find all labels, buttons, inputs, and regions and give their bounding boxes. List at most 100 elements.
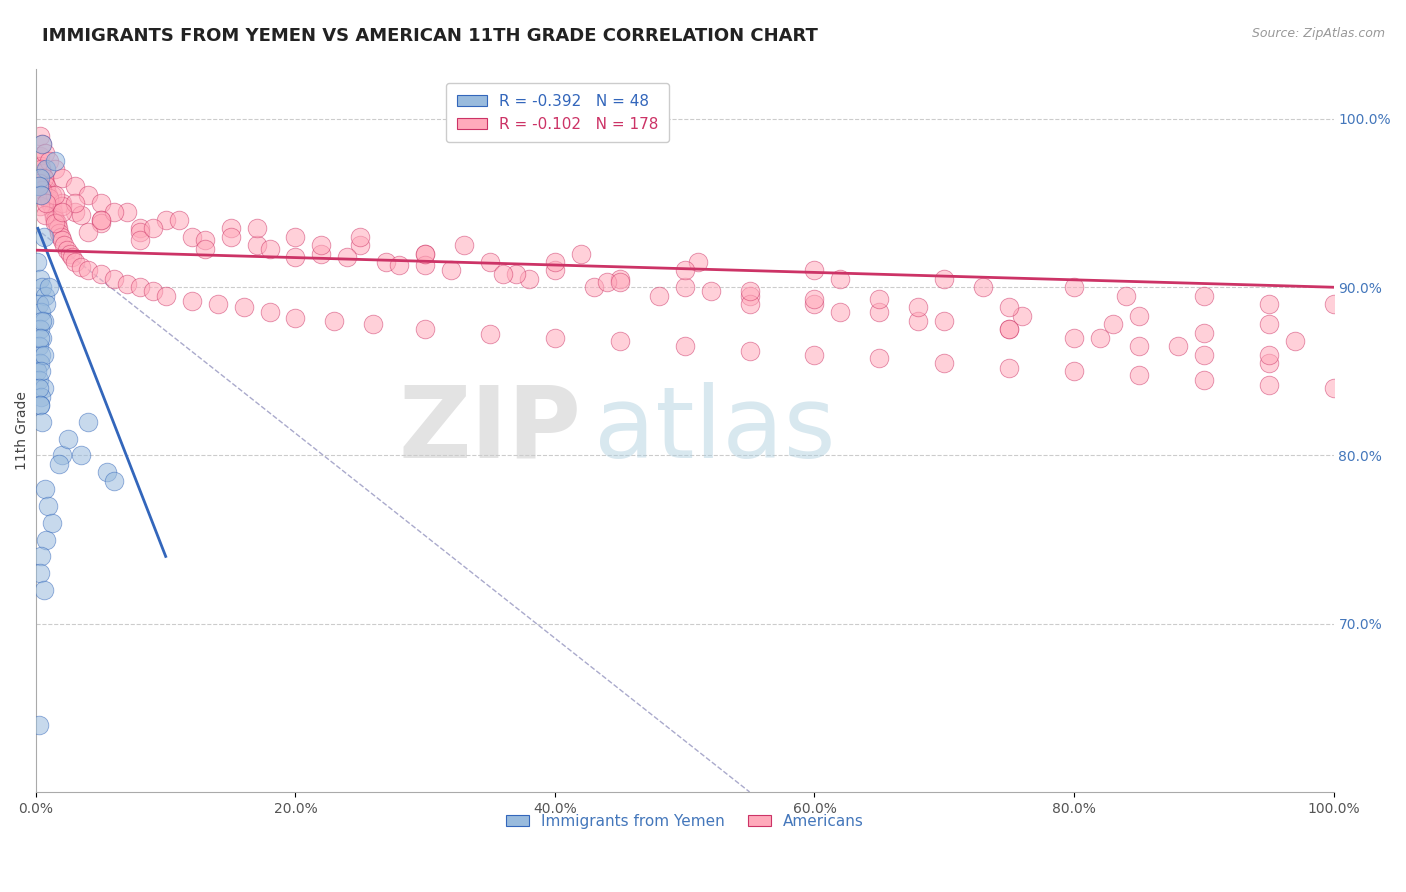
Point — [30, 364, 52, 378]
Point — [803, 347, 825, 361]
Point — [44, 216, 66, 230]
Point — [1322, 297, 1344, 311]
Point — [27, 176, 49, 190]
Point — [609, 275, 631, 289]
Point — [413, 322, 436, 336]
Point — [194, 242, 217, 256]
Point — [37, 187, 59, 202]
Point — [1011, 309, 1033, 323]
Text: ZIP: ZIP — [398, 382, 581, 479]
Point — [830, 305, 852, 319]
Point — [27, 381, 49, 395]
Point — [58, 432, 80, 446]
Point — [868, 292, 890, 306]
Point — [32, 314, 55, 328]
Point — [30, 347, 52, 361]
Point — [51, 170, 73, 185]
Point — [167, 213, 190, 227]
Point — [42, 204, 65, 219]
Point — [30, 305, 52, 319]
Point — [44, 154, 66, 169]
Y-axis label: 11th Grade: 11th Grade — [15, 391, 30, 470]
Point — [103, 204, 125, 219]
Point — [90, 196, 112, 211]
Point — [103, 272, 125, 286]
Point — [25, 364, 48, 378]
Point — [28, 566, 51, 581]
Point — [96, 465, 118, 479]
Point — [32, 347, 55, 361]
Point — [38, 280, 60, 294]
Point — [28, 356, 51, 370]
Point — [1257, 377, 1279, 392]
Point — [51, 449, 73, 463]
Text: atlas: atlas — [593, 382, 835, 479]
Point — [738, 288, 761, 302]
Point — [34, 482, 56, 496]
Point — [363, 318, 385, 332]
Point — [413, 258, 436, 272]
Point — [596, 275, 619, 289]
Point — [35, 196, 58, 211]
Point — [32, 583, 55, 598]
Point — [28, 322, 51, 336]
Point — [48, 457, 70, 471]
Point — [35, 179, 58, 194]
Point — [803, 292, 825, 306]
Point — [59, 246, 82, 260]
Point — [388, 258, 411, 272]
Point — [453, 238, 475, 252]
Text: IMMIGRANTS FROM YEMEN VS AMERICAN 11TH GRADE CORRELATION CHART: IMMIGRANTS FROM YEMEN VS AMERICAN 11TH G… — [42, 27, 818, 45]
Point — [63, 204, 86, 219]
Point — [907, 301, 929, 315]
Point — [39, 196, 62, 211]
Point — [803, 297, 825, 311]
Point — [128, 225, 150, 239]
Point — [738, 284, 761, 298]
Point — [336, 250, 359, 264]
Point — [1102, 318, 1125, 332]
Point — [90, 213, 112, 227]
Point — [673, 280, 696, 294]
Point — [37, 499, 59, 513]
Point — [673, 339, 696, 353]
Point — [28, 331, 51, 345]
Point — [259, 242, 281, 256]
Point — [31, 183, 53, 197]
Point — [32, 381, 55, 395]
Point — [34, 145, 56, 160]
Point — [115, 204, 138, 219]
Point — [128, 233, 150, 247]
Point — [311, 246, 333, 260]
Point — [51, 199, 73, 213]
Point — [34, 208, 56, 222]
Point — [30, 390, 52, 404]
Point — [51, 196, 73, 211]
Point — [440, 263, 463, 277]
Point — [934, 314, 956, 328]
Point — [1257, 356, 1279, 370]
Point — [803, 263, 825, 277]
Point — [28, 398, 51, 412]
Point — [27, 179, 49, 194]
Point — [31, 314, 53, 328]
Point — [492, 267, 515, 281]
Point — [349, 238, 371, 252]
Point — [648, 288, 671, 302]
Point — [738, 297, 761, 311]
Legend: Immigrants from Yemen, Americans: Immigrants from Yemen, Americans — [499, 808, 870, 835]
Point — [32, 170, 55, 185]
Point — [1257, 318, 1279, 332]
Point — [284, 250, 307, 264]
Point — [1128, 309, 1150, 323]
Point — [413, 246, 436, 260]
Point — [25, 255, 48, 269]
Point — [46, 221, 69, 235]
Point — [56, 244, 79, 258]
Point — [32, 170, 55, 185]
Text: Source: ZipAtlas.com: Source: ZipAtlas.com — [1251, 27, 1385, 40]
Point — [31, 137, 53, 152]
Point — [27, 717, 49, 731]
Point — [323, 314, 346, 328]
Point — [1128, 339, 1150, 353]
